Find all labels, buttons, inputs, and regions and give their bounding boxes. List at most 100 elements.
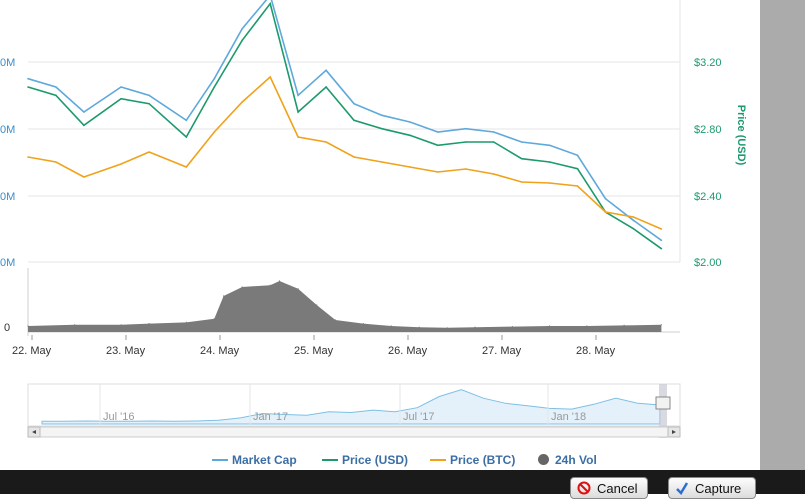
series-point-0 [83,111,85,113]
usd-axis-tick: $3.20 [694,57,722,69]
series-point-1 [213,86,216,88]
volume-point [120,324,122,326]
series-point-0 [548,144,551,147]
volume-point [73,324,76,326]
series-line-1 [27,1,662,250]
series-point-0 [437,131,439,133]
navigator[interactable]: Jul '16 Jan '17 Jul '17 Jan '18 [27,383,681,438]
series-point-0 [297,94,299,97]
usd-axis-tick: $2.80 [694,124,722,136]
x-axis-tick: 23. May [106,345,146,357]
volume-point [297,288,299,290]
volume-point [334,319,336,321]
volume-point [241,286,243,288]
series-point-2 [241,101,244,103]
navigator-scrollbar [27,426,681,438]
left-axis-tick: 0M [0,57,15,69]
volume-point [27,325,29,327]
x-axis-tick: 25. May [294,345,334,357]
cancel-label: Cancel [597,481,638,496]
volume-point [623,324,625,326]
series-point-2 [353,156,355,158]
series-point-1 [269,2,271,5]
navigator-label: Jan '17 [253,411,288,423]
series-point-1 [660,247,663,250]
series-point-2 [464,168,467,170]
grid-lines [27,0,681,336]
series-point-0 [381,114,383,117]
series-point-2 [120,163,122,165]
series-point-0 [185,119,188,122]
series-point-1 [492,141,495,143]
navigator-label: Jul '17 [403,411,434,423]
legend-price-btc[interactable]: Price (BTC) [430,453,515,467]
volume-point [390,325,392,327]
series-point-2 [27,156,29,158]
series-point-2 [55,161,57,163]
series-line-0 [27,0,662,241]
chart-legend: Market Cap Price (USD) Price (BTC) 24h V… [0,453,760,469]
left-axis-tick: 0M [0,191,15,203]
legend-market-cap[interactable]: Market Cap [212,453,297,467]
series-point-2 [297,136,299,138]
scroll-left-arrow-icon [32,430,36,434]
series-point-0 [604,197,607,200]
left-axis-tick: 0M [0,257,15,269]
cancel-button[interactable]: Cancel [570,477,648,499]
left-axis-tick: 0M [0,124,15,136]
series-point-1 [632,227,635,230]
volume-area [27,280,662,332]
series-point-0 [409,121,411,123]
cancel-icon [577,481,591,495]
series-point-0 [55,86,57,88]
series-point-1 [381,127,383,130]
series-point-1 [148,102,150,105]
capture-button[interactable]: Capture [668,477,756,499]
x-axis-tick: 24. May [200,345,240,357]
navigator-label: Jul '16 [103,411,134,423]
navigator-selection [659,384,667,438]
series-point-1 [437,144,439,147]
series-point-1 [83,124,85,127]
series-point-0 [520,141,523,143]
volume-point [586,325,588,327]
series-point-1 [409,134,411,137]
right-side-panel [760,0,805,470]
series-point-1 [27,86,29,88]
volume-area-path [28,281,662,332]
series-point-0 [241,27,244,30]
series-point-2 [660,228,663,230]
x-axis-tick: 28. May [576,345,616,357]
series-point-2 [185,166,188,168]
volume-point [362,323,364,325]
series-point-1 [297,111,299,113]
series-point-2 [437,171,439,173]
series-point-2 [492,173,495,175]
legend-market-cap-label: Market Cap [232,453,297,467]
volume-point [660,324,662,326]
series-point-0 [492,131,495,133]
series-point-0 [148,94,150,97]
series-point-1 [120,97,122,100]
series-point-1 [55,94,57,97]
series-point-0 [660,239,663,242]
usd-axis-tick: $2.00 [694,257,722,269]
legend-price-usd-label: Price (USD) [342,453,409,467]
series-point-1 [185,136,188,138]
series-point-2 [520,181,523,183]
series-point-2 [325,141,327,143]
series-point-0 [120,86,122,88]
series-point-2 [548,182,551,184]
series-point-2 [632,216,635,218]
series-point-1 [464,141,467,143]
legend-price-usd[interactable]: Price (USD) [322,453,408,467]
capture-label: Capture [695,481,742,496]
series-point-2 [409,166,411,168]
legend-24h-vol[interactable]: 24h Vol [538,453,597,467]
volume-point [418,326,420,328]
volume-point [278,280,281,282]
series-point-1 [576,167,579,170]
series-point-0 [632,219,635,222]
series-point-2 [604,211,607,213]
series-point-0 [464,127,467,130]
